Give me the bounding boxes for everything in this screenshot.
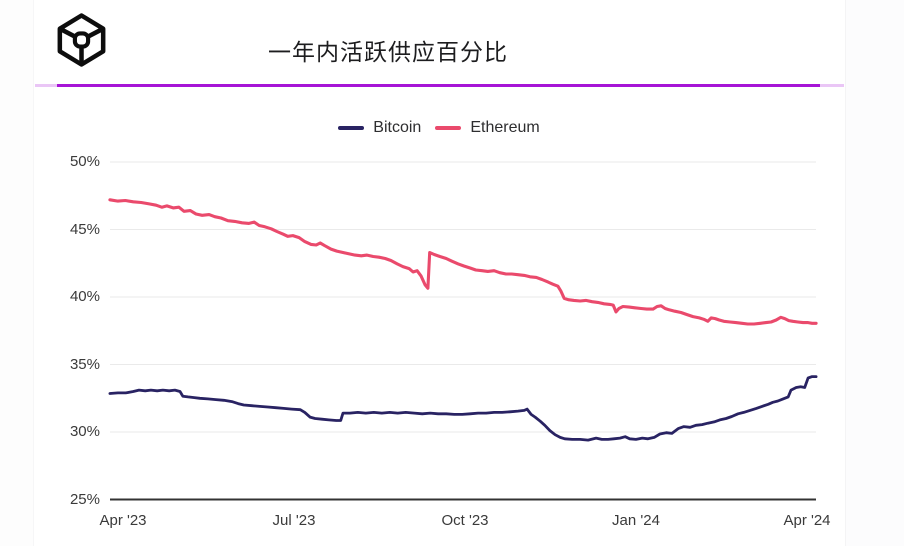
series-line-bitcoin: [108, 375, 818, 442]
y-axis-tick-label: 30%: [69, 423, 100, 440]
x-axis-tick-label: Jan '24: [612, 512, 660, 529]
purple-divider: [35, 84, 844, 87]
legend-item-bitcoin[interactable]: Bitcoin: [338, 119, 421, 137]
y-axis-tick-label: 40%: [69, 288, 100, 305]
x-axis-tick-label: Oct '23: [441, 512, 489, 529]
x-axis-tick-label: Apr '23: [99, 512, 147, 529]
page-title: 一年内活跃供应百分比: [268, 39, 508, 65]
x-axis-tick-label: Jul '23: [272, 512, 316, 529]
cube-wireframe-logo-icon: [57, 13, 106, 67]
y-axis-tick-label: 35%: [69, 355, 100, 373]
chart-legend: Bitcoin Ethereum: [33, 117, 845, 139]
page-right-margin: [845, 0, 904, 546]
series-line-ethereum: [108, 198, 818, 326]
y-axis-tick-label: 50%: [69, 153, 100, 170]
x-axis-tick-label: Apr '24: [783, 512, 831, 529]
page-left-margin: [0, 0, 34, 546]
y-axis-tick-label: 25%: [69, 490, 100, 508]
legend-swatch-ethereum: [435, 126, 462, 130]
legend-label-bitcoin: Bitcoin: [373, 119, 422, 136]
y-axis-tick-label: 45%: [69, 220, 100, 238]
legend-item-ethereum[interactable]: Ethereum: [435, 119, 540, 137]
legend-label-ethereum: Ethereum: [470, 119, 540, 136]
legend-swatch-bitcoin: [338, 126, 365, 130]
